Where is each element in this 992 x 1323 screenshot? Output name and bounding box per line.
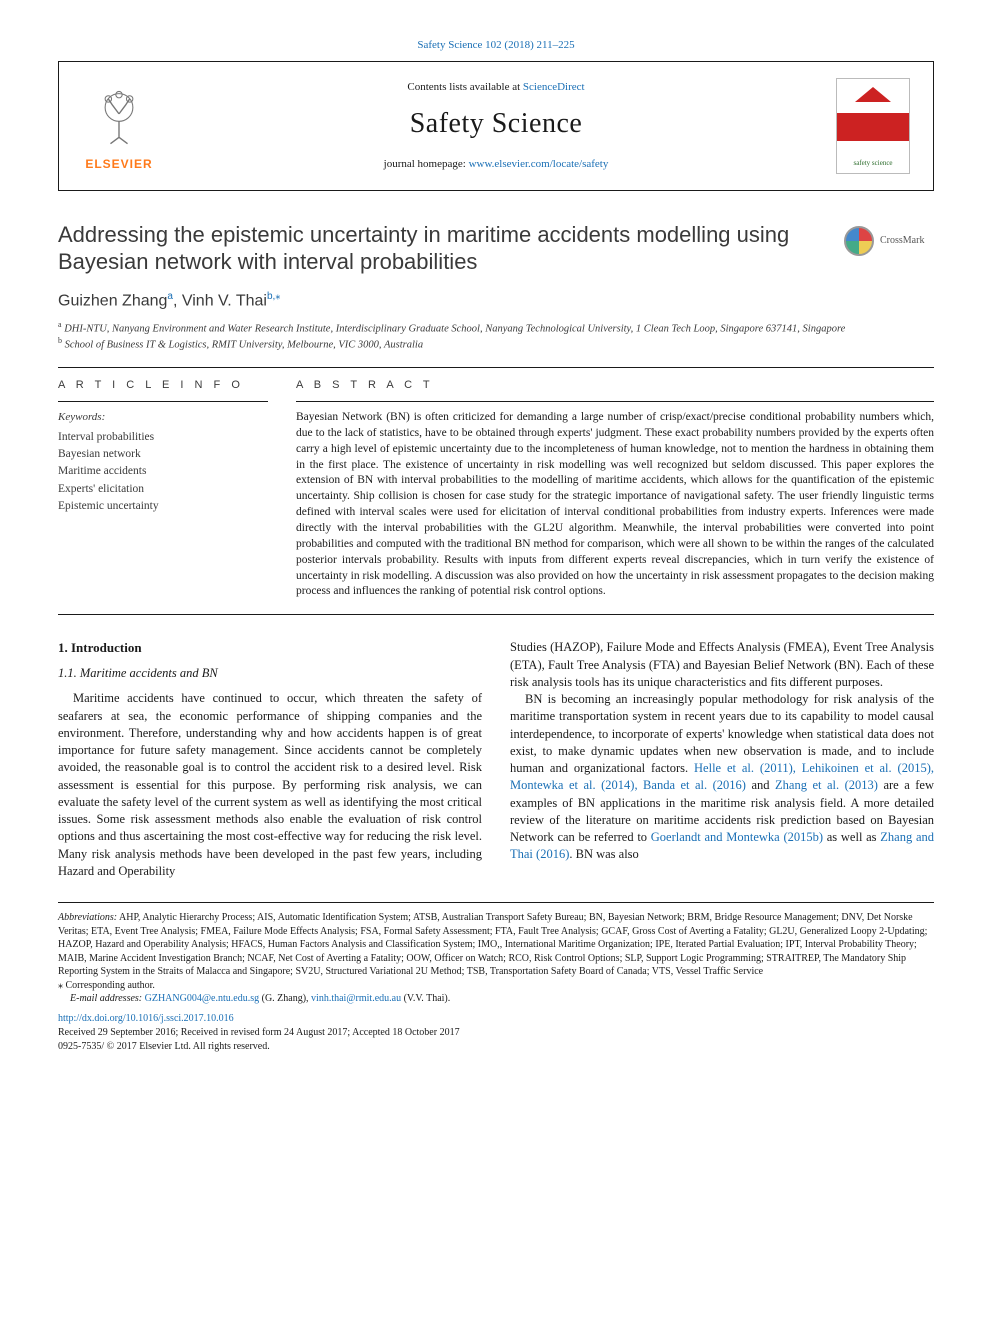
divider-top: [58, 367, 934, 368]
abbr-label: Abbreviations:: [58, 912, 117, 923]
keyword: Epistemic uncertainty: [58, 498, 268, 515]
cover-caption: safety science: [837, 159, 909, 168]
journal-cover-icon: safety science: [836, 78, 910, 174]
email-post-2: (V.V. Thai).: [401, 993, 450, 1004]
body-columns: 1. Introduction 1.1. Maritime accidents …: [58, 639, 934, 880]
footnotes: Abbreviations: AHP, Analytic Hierarchy P…: [58, 911, 934, 1006]
journal-cover-block: safety science: [813, 62, 933, 190]
contents-line: Contents lists available at ScienceDirec…: [407, 80, 584, 95]
subsection-heading: 1.1. Maritime accidents and BN: [58, 665, 482, 682]
keyword: Bayesian network: [58, 446, 268, 463]
copyright-line: 0925-7535/ © 2017 Elsevier Ltd. All righ…: [58, 1040, 934, 1054]
abstract-column: A B S T R A C T Bayesian Network (BN) is…: [296, 378, 934, 600]
contents-prefix: Contents lists available at: [407, 81, 522, 93]
affil-a: DHI-NTU, Nanyang Environment and Water R…: [62, 323, 846, 334]
author-2: Vinh V. Thai: [182, 292, 267, 309]
keywords-head: Keywords:: [58, 410, 268, 425]
corr-text: Corresponding author.: [63, 980, 155, 991]
body-text: as well as: [823, 830, 880, 844]
homepage-prefix: journal homepage:: [384, 158, 469, 170]
crossmark-icon: [844, 226, 874, 256]
author-2-corr-sup: ⁎: [275, 291, 280, 302]
article-info-head: A R T I C L E I N F O: [58, 378, 268, 393]
journal-name: Safety Science: [410, 105, 583, 143]
running-head-link[interactable]: Safety Science 102 (2018) 211–225: [417, 39, 574, 51]
email-link-2[interactable]: vinh.thai@rmit.edu.au: [311, 993, 401, 1004]
running-head: Safety Science 102 (2018) 211–225: [58, 38, 934, 53]
divider-mid: [58, 614, 934, 615]
body-text: . BN was also: [569, 847, 638, 861]
doi-link[interactable]: http://dx.doi.org/10.1016/j.ssci.2017.10…: [58, 1013, 234, 1024]
homepage-line: journal homepage: www.elsevier.com/locat…: [384, 157, 609, 172]
abstract-text: Bayesian Network (BN) is often criticize…: [296, 410, 934, 600]
affil-b: School of Business IT & Logistics, RMIT …: [62, 340, 423, 351]
info-divider: [58, 401, 268, 402]
corresponding-author: ⁎ Corresponding author.: [58, 979, 934, 993]
section-heading-intro: 1. Introduction: [58, 639, 482, 657]
abbr-text: AHP, Analytic Hierarchy Process; AIS, Au…: [58, 912, 927, 977]
affiliations: a DHI-NTU, Nanyang Environment and Water…: [58, 320, 934, 353]
abstract-divider: [296, 401, 934, 402]
keyword: Experts' elicitation: [58, 481, 268, 498]
abbreviations-block: Abbreviations: AHP, Analytic Hierarchy P…: [58, 911, 934, 979]
citation-link[interactable]: Zhang et al. (2013): [775, 778, 878, 792]
article-info-column: A R T I C L E I N F O Keywords: Interval…: [58, 378, 268, 600]
elsevier-tree-icon: [83, 80, 155, 152]
body-paragraph: Studies (HAZOP), Failure Mode and Effect…: [510, 639, 934, 691]
article-title: Addressing the epistemic uncertainty in …: [58, 221, 828, 276]
body-paragraph: Maritime accidents have continued to occ…: [58, 690, 482, 880]
footer-block: http://dx.doi.org/10.1016/j.ssci.2017.10…: [58, 1012, 934, 1054]
body-paragraph: BN is becoming an increasingly popular m…: [510, 691, 934, 864]
crossmark-badge[interactable]: CrossMark: [844, 221, 934, 261]
author-1: Guizhen Zhang: [58, 292, 167, 309]
author-sep: ,: [173, 292, 182, 309]
author-line: Guizhen Zhanga, Vinh V. Thaib,⁎: [58, 290, 934, 312]
sciencedirect-link[interactable]: ScienceDirect: [523, 81, 585, 93]
keyword: Interval probabilities: [58, 429, 268, 446]
citation-link[interactable]: Goerlandt and Montewka (2015b): [651, 830, 823, 844]
body-text: and: [746, 778, 775, 792]
masthead: ELSEVIER Contents lists available at Sci…: [58, 61, 934, 191]
masthead-center: Contents lists available at ScienceDirec…: [179, 62, 813, 190]
divider-footnotes: [58, 902, 934, 903]
publisher-wordmark: ELSEVIER: [85, 156, 152, 172]
email-post-1: (G. Zhang),: [259, 993, 311, 1004]
abstract-head: A B S T R A C T: [296, 378, 934, 393]
keywords-list: Interval probabilities Bayesian network …: [58, 429, 268, 515]
crossmark-label: CrossMark: [880, 234, 924, 248]
keyword: Maritime accidents: [58, 463, 268, 480]
publisher-logo-block: ELSEVIER: [59, 62, 179, 190]
email-link-1[interactable]: GZHANG004@e.ntu.edu.sg: [145, 993, 259, 1004]
email-line: E-mail addresses: GZHANG004@e.ntu.edu.sg…: [58, 992, 934, 1006]
received-line: Received 29 September 2016; Received in …: [58, 1026, 934, 1040]
homepage-link[interactable]: www.elsevier.com/locate/safety: [469, 158, 609, 170]
email-label: E-mail addresses:: [70, 993, 145, 1004]
